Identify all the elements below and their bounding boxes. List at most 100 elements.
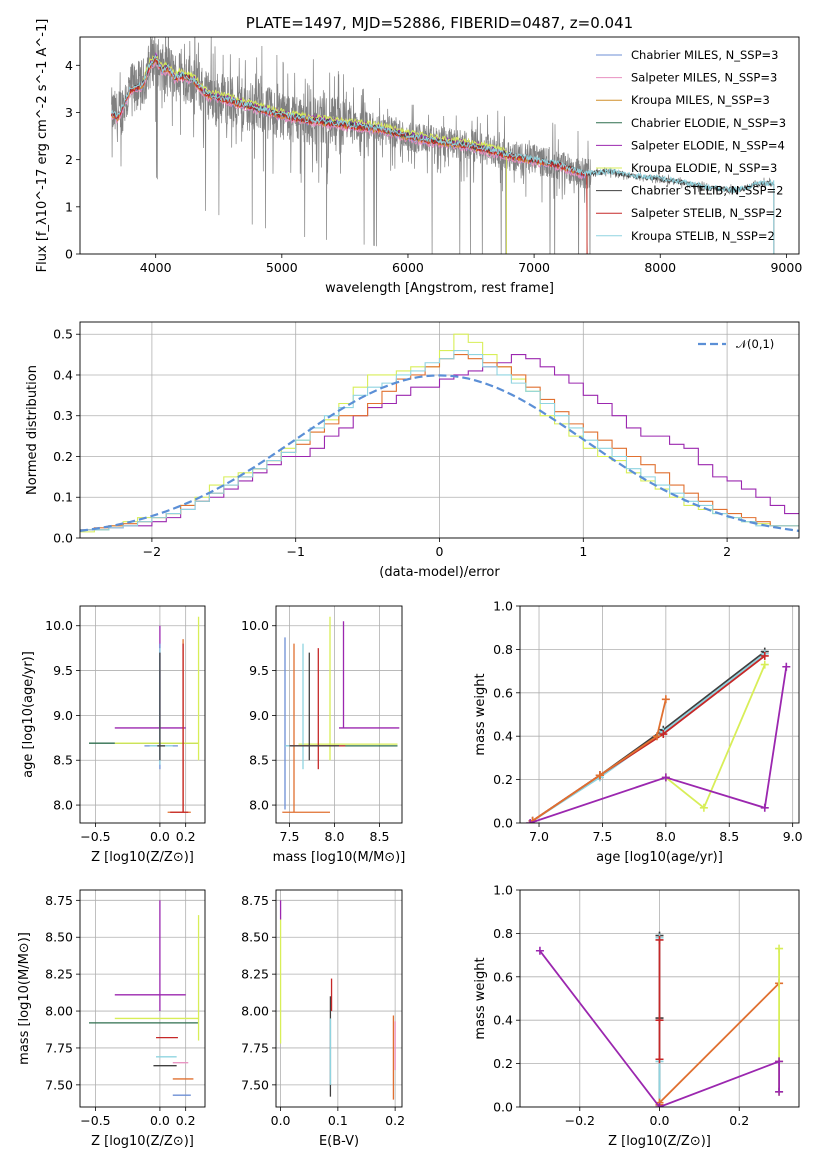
x-tick-label: −0.5 — [80, 829, 110, 844]
x-axis-label: age [log10(age/yr)] — [596, 850, 723, 865]
y-tick-label: 0.6 — [493, 969, 513, 984]
errorbar-4 — [149, 648, 173, 765]
y-tick-label: 9.0 — [53, 708, 73, 723]
chart-title: PLATE=1497, MJD=52886, FIBERID=0487, z=0… — [246, 14, 633, 32]
x-tick-label: 0.2 — [176, 1113, 196, 1128]
y-tick-label: 8.75 — [241, 893, 269, 908]
errorbar-4 — [282, 643, 330, 813]
y-axis-label: Normed distribution — [25, 365, 40, 495]
axes-frame — [275, 889, 403, 1108]
x-tick-label: 9.0 — [783, 829, 803, 844]
y-axis-label: mass weight — [473, 957, 488, 1039]
x-tick-label: 0 — [436, 544, 444, 559]
y-tick-label: 0.6 — [493, 685, 513, 700]
x-tick-label: −1 — [286, 544, 304, 559]
x-tick-label: −0.5 — [80, 1113, 110, 1128]
y-tick-label: 0.3 — [53, 408, 73, 423]
x-tick-label: 6000 — [392, 260, 424, 275]
x-tick-label: 0.2 — [729, 1113, 749, 1128]
y-tick-label: 10.0 — [45, 618, 73, 633]
errorbar-1 — [114, 616, 200, 761]
x-tick-label: 1 — [579, 544, 587, 559]
weight-marker — [655, 1103, 664, 1107]
x-axis-label: Z [log10(Z/Z⊙)] — [91, 850, 194, 865]
legend-label: Chabrier MILES, N_SSP=3 — [631, 48, 778, 62]
x-tick-label: 2 — [723, 544, 731, 559]
y-tick-label: 8.00 — [45, 1004, 73, 1019]
weight-series-5 — [526, 662, 791, 823]
legend-label: Chabrier ELODIE, N_SSP=3 — [631, 116, 786, 130]
y-tick-label: 0.0 — [493, 816, 513, 831]
weight-marker — [760, 651, 769, 660]
panel-spectrum: 4000 5000 6000 7000 8000 9000 0 1 2 3 4 wavelength … — [35, 14, 802, 296]
weight-marker — [595, 771, 604, 780]
x-tick-label: 7000 — [518, 260, 550, 275]
errorbar-3 — [144, 643, 178, 770]
hist-series-3 — [80, 349, 799, 531]
plot-area — [80, 606, 205, 823]
axes-frame — [275, 605, 403, 824]
y-tick-label: 8.50 — [241, 930, 269, 945]
y-tick-label: 7.75 — [45, 1040, 73, 1055]
axes-frame — [79, 321, 800, 539]
x-tick-label: 0.0 — [650, 1113, 670, 1128]
y-tick-label: 0.5 — [53, 327, 73, 342]
panel-ebv_mass: 0.0 0.1 0.2 7.50 7.75 8.00 8.25 8.50 8.75 E(B-V) — [241, 889, 405, 1149]
panel-z_mass: −0.5 0.0 0.2 7.50 7.75 8.00 8.25 8.50 8.75 Z [log… — [17, 889, 206, 1149]
legend-label: 𝒩(0,1) — [736, 337, 774, 351]
x-tick-label: 8.5 — [370, 829, 390, 844]
y-tick-label: 0.4 — [53, 367, 73, 382]
weight-marker — [652, 732, 661, 741]
plot-area — [520, 890, 799, 1107]
legend-label: Kroupa MILES, N_SSP=3 — [631, 93, 770, 107]
weight-marker — [775, 1087, 784, 1096]
plot-area — [276, 890, 402, 1107]
y-tick-label: 2 — [65, 152, 73, 167]
weight-marker — [655, 1016, 664, 1025]
legend-label: Salpeter MILES, N_SSP=3 — [631, 71, 777, 85]
x-axis-label: E(B-V) — [319, 1134, 359, 1149]
y-tick-label: 9.5 — [53, 663, 73, 678]
x-tick-label: 8.5 — [719, 829, 739, 844]
weight-line — [532, 699, 667, 822]
x-tick-label: 0.2 — [385, 1113, 405, 1128]
legend: Chabrier MILES, N_SSP=3 Salpeter MILES, N… — [596, 48, 786, 243]
x-axis-label: (data-model)/error — [379, 565, 500, 580]
plot-area — [80, 322, 799, 538]
plot-area — [80, 890, 205, 1107]
y-axis-label: mass [log10(M/M⊙)] — [17, 932, 32, 1065]
errorbar-1 — [339, 621, 400, 729]
errorbar-2 — [114, 900, 186, 1012]
weight-marker — [535, 946, 544, 955]
y-tick-label: 1.0 — [493, 883, 513, 898]
legend: 𝒩(0,1) — [698, 337, 774, 351]
y-tick-label: 10.0 — [241, 618, 269, 633]
axes-frame — [79, 605, 206, 824]
y-tick-label: 0.4 — [493, 1013, 513, 1028]
weight-line — [529, 666, 788, 823]
x-axis-label: Z [log10(Z/Z⊙)] — [91, 1134, 194, 1149]
plot-area — [276, 606, 402, 823]
x-tick-label: 8000 — [644, 260, 676, 275]
axes-frame — [519, 605, 800, 824]
y-axis-label: mass weight — [473, 673, 488, 755]
weight-marker — [760, 803, 769, 812]
y-tick-label: 0 — [65, 247, 73, 262]
weight-series-5 — [535, 946, 784, 1107]
y-tick-label: 1.0 — [493, 599, 513, 614]
weight-marker — [699, 803, 708, 812]
y-tick-label: 0.1 — [53, 490, 73, 505]
y-tick-label: 9.0 — [249, 708, 269, 723]
y-axis-label: Flux [f_λ10^-17 erg cm^-2 s^-1 A^-1] — [35, 19, 50, 273]
x-tick-label: 0.0 — [150, 1113, 170, 1128]
y-tick-label: 0.8 — [493, 926, 513, 941]
weight-marker — [526, 819, 535, 823]
errorbar-2 — [114, 625, 186, 729]
weight-series-3 — [655, 979, 784, 1107]
weight-marker — [775, 1057, 784, 1066]
y-tick-label: 3 — [65, 105, 73, 120]
y-tick-label: 9.5 — [249, 663, 269, 678]
y-tick-label: 4 — [65, 58, 73, 73]
axes-frame — [79, 889, 206, 1108]
gaussian-curve — [80, 374, 799, 532]
